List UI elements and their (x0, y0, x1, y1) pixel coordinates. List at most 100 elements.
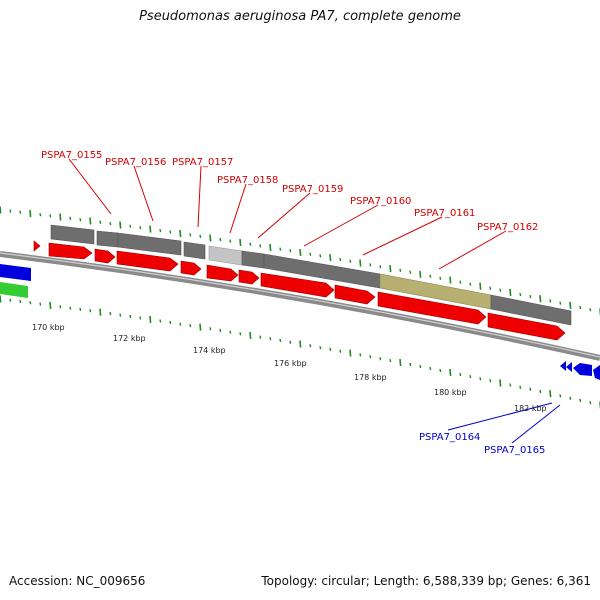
tick-minor (269, 337, 272, 341)
tick-major (449, 276, 452, 284)
tick-minor (319, 345, 322, 350)
gene-label: PSPA7_0162 (477, 222, 538, 233)
tick-minor (139, 226, 142, 230)
scale-label: 178 kbp (354, 373, 387, 382)
tick-minor (559, 301, 562, 305)
gene-labels-bottom: PSPA7_0164 PSPA7_0165 (419, 432, 545, 456)
tick-major (399, 359, 402, 367)
tick-minor (29, 301, 32, 305)
cds-arrow (180, 260, 202, 276)
tick-minor (369, 355, 372, 359)
tick-major (329, 254, 332, 262)
tick-minor (169, 230, 172, 234)
tick-minor (49, 214, 52, 218)
tick-minor (379, 357, 382, 361)
tick-minor (19, 299, 22, 304)
tick-major (209, 234, 212, 242)
genome-title: Pseudomonas aeruginosa PA7, complete gen… (139, 9, 461, 24)
tick-major (419, 270, 422, 278)
tick-minor (19, 210, 22, 214)
tick-minor (139, 316, 142, 320)
tick-minor (439, 368, 442, 373)
tick-major (0, 206, 2, 214)
tick-minor (9, 209, 12, 213)
tick-minor (409, 362, 412, 367)
tick-minor (9, 298, 12, 302)
tick-minor (279, 247, 282, 251)
scale-ticks-inner (0, 295, 600, 409)
cds-track (33, 240, 566, 341)
gene-bar (208, 245, 243, 266)
tick-minor (59, 305, 62, 309)
cds-arrow (206, 264, 239, 282)
tick-major (509, 288, 512, 296)
gene-bar (490, 294, 572, 326)
gene-label: PSPA7_0155 (41, 150, 102, 161)
tick-minor (329, 347, 332, 352)
tick-minor (109, 311, 112, 316)
tick-minor (119, 313, 122, 317)
gene-bar (96, 230, 119, 248)
scale-labels: 170 kbp 172 kbp 174 kbp 176 kbp 178 kbp 180 k… (32, 323, 547, 413)
gene-bar (183, 241, 206, 260)
tick-major (149, 315, 152, 324)
gene-label: PSPA7_0156 (105, 157, 166, 168)
tick-minor (309, 252, 312, 256)
gene-label: PSPA7_0157 (172, 157, 233, 168)
tick-minor (339, 349, 342, 353)
tick-minor (219, 237, 222, 242)
tick-major (359, 259, 362, 267)
tick-major (349, 349, 352, 357)
tick-minor (249, 242, 252, 246)
tick-major (539, 295, 542, 303)
tick-minor (259, 335, 262, 339)
tick-minor (189, 233, 192, 237)
tick-minor (489, 379, 492, 383)
tick-minor (129, 224, 132, 228)
label-callouts-top (68, 158, 507, 270)
tick-minor (459, 280, 462, 284)
tick-minor (219, 328, 222, 333)
tick-minor (419, 364, 422, 369)
gene-bar (241, 250, 265, 269)
feature-bar-blue (0, 264, 31, 281)
tick-minor (129, 314, 132, 319)
tick-minor (69, 216, 72, 221)
accession-text: Accession: NC_009656 (9, 574, 146, 588)
gene-bar (117, 232, 182, 256)
cds-arrow (238, 269, 260, 285)
tick-major (249, 331, 252, 339)
tick-minor (509, 383, 512, 387)
feature-arrow-blue (560, 361, 566, 371)
tick-minor (399, 268, 402, 273)
tick-major (569, 301, 572, 309)
tick-minor (429, 366, 432, 371)
tick-major (499, 379, 502, 387)
gene-label: PSPA7_0161 (414, 208, 475, 219)
scale-label: 182 kbp (514, 404, 547, 413)
cds-arrow (260, 272, 335, 298)
tick-minor (549, 299, 552, 303)
gene-label: PSPA7_0159 (282, 184, 343, 195)
tick-minor (459, 372, 462, 377)
tick-minor (379, 265, 382, 269)
tick-minor (349, 259, 352, 263)
tick-minor (499, 288, 502, 292)
tick-major (199, 323, 202, 331)
tick-major (269, 243, 272, 252)
tick-minor (389, 358, 392, 363)
tick-minor (289, 249, 292, 253)
tick-major (239, 239, 242, 247)
tick-minor (319, 254, 322, 258)
tick-minor (479, 377, 482, 381)
tick-major (29, 209, 32, 218)
tick-minor (469, 374, 472, 379)
tick-major (549, 390, 552, 398)
cds-arrow (116, 250, 179, 272)
tick-major (179, 229, 182, 238)
tick-minor (519, 385, 522, 389)
tick-minor (429, 274, 432, 278)
gene-label: PSPA7_0158 (217, 175, 278, 186)
tick-minor (89, 309, 92, 313)
topology-summary: Topology: circular; Length: 6,588,339 bp… (261, 574, 591, 588)
